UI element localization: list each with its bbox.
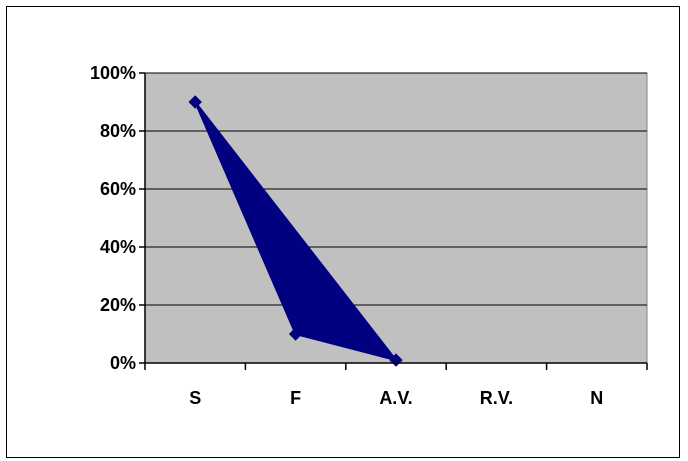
y-tick-label-0: 0%	[110, 353, 136, 373]
data-point-s	[188, 95, 202, 109]
x-tick-label-0: S	[189, 388, 201, 408]
x-tick-label-4: N	[590, 388, 603, 408]
plot-area	[144, 72, 648, 364]
data-point-f	[288, 327, 303, 341]
x-tick-label-3: R.V.	[480, 388, 513, 408]
y-tick-label-5: 100%	[90, 63, 136, 83]
series-area	[194, 101, 397, 362]
x-axis-tick-labels: S F A.V. R.V. N	[189, 388, 603, 408]
y-tick-label-4: 80%	[100, 121, 136, 141]
y-tick-label-1: 20%	[100, 295, 136, 315]
series-0-area	[194, 101, 397, 362]
x-tick-label-2: A.V.	[379, 388, 412, 408]
gridlines	[145, 72, 647, 306]
x-tick-label-1: F	[290, 388, 301, 408]
y-tick-label-3: 60%	[100, 179, 136, 199]
axes	[139, 72, 648, 370]
y-tick-label-2: 40%	[100, 237, 136, 257]
y-axis-tick-labels: 0% 20% 40% 60% 80% 100%	[90, 63, 136, 373]
